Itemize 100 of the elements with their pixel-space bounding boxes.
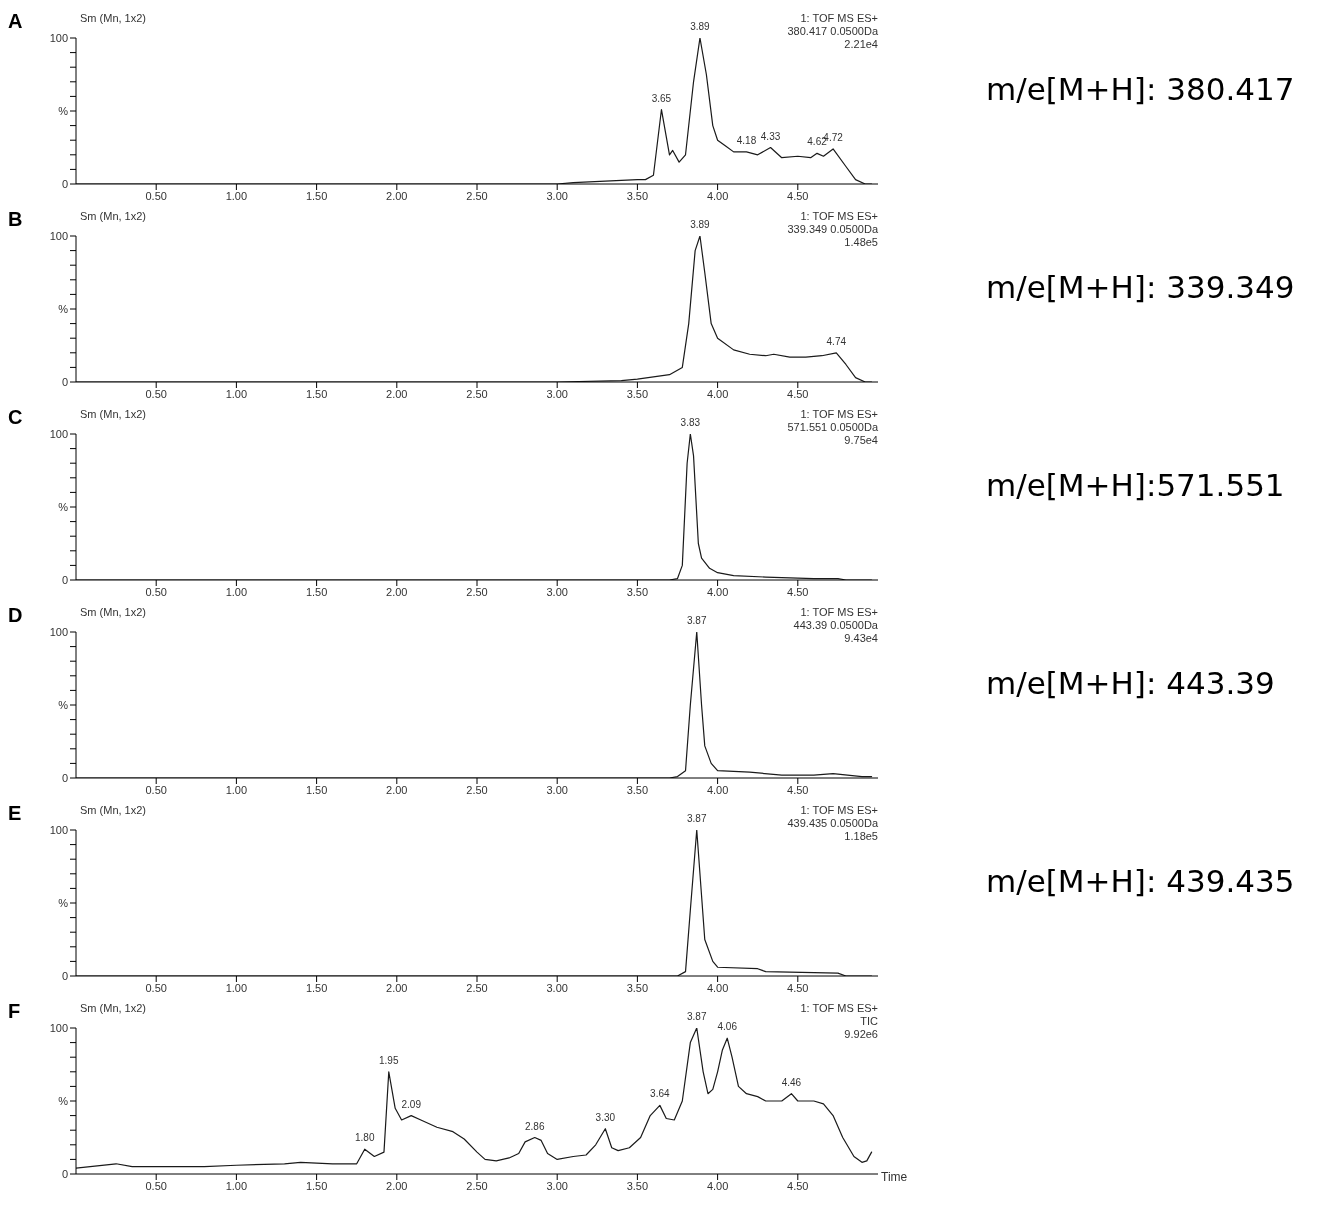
x-tick-label: 2.50 <box>466 585 488 598</box>
text: 1: TOF MS ES+ <box>799 804 878 817</box>
annotation: 2.09 <box>401 1098 422 1110</box>
x-tick-label: 0.50 <box>145 1179 167 1192</box>
text: Sm (Mn, 1x2) <box>80 606 147 618</box>
x-tick-label: 3.50 <box>626 783 649 796</box>
text: m/e[M+H]:571.551 <box>986 467 1285 503</box>
x-tick-label: 4.00 <box>706 189 729 202</box>
text: Sm (Mn, 1x2) <box>80 210 147 222</box>
x-tick-label: 3.00 <box>546 783 568 796</box>
x-tick-label: 4.50 <box>787 783 809 796</box>
chart-title: D <box>8 604 23 627</box>
x-tick-label: 3.00 <box>546 981 568 994</box>
x-tick-label: 2.50 <box>466 783 488 796</box>
text: Sm (Mn, 1x2) <box>80 12 147 24</box>
x-tick-label: 3.50 <box>626 387 649 400</box>
y-tick-label: 0 <box>61 969 68 982</box>
x-tick-label: 1.50 <box>305 1179 328 1192</box>
x-tick-label: 1.00 <box>225 783 248 796</box>
annotation: 4.46 <box>781 1076 802 1088</box>
annotation: 3.89 <box>690 219 711 230</box>
x-tick-label: 4.50 <box>787 585 809 598</box>
annotation: 3.89 <box>690 21 711 32</box>
annotation: 1.48e5 <box>843 236 878 249</box>
x-tick-label: 3.50 <box>626 1179 649 1192</box>
text: Sm (Mn, 1x2) <box>80 1002 147 1014</box>
chart-title: C <box>8 406 23 429</box>
annotation: 4.06 <box>717 1021 738 1033</box>
y-tick-label: 100 <box>49 1021 68 1034</box>
y-tick-label: % <box>58 500 69 513</box>
annotation: 3.87 <box>687 813 707 824</box>
x-tick-label: 2.00 <box>386 981 408 994</box>
x-tick-label: 4.00 <box>706 1179 729 1192</box>
text: 1: TOF MS ES+ <box>799 210 878 223</box>
annotation: 2.86 <box>525 1120 545 1132</box>
x-tick-label: 0.50 <box>145 981 167 994</box>
x-tick-label: 1.00 <box>225 1179 248 1192</box>
x-axis-title: Time <box>881 1170 908 1184</box>
x-tick-label: 0.50 <box>145 585 167 598</box>
x-tick-label: 3.00 <box>546 1179 568 1192</box>
annotation: 1.80 <box>354 1132 375 1144</box>
x-tick-label: 1.00 <box>225 387 248 400</box>
x-tick-label: 1.00 <box>225 585 248 598</box>
text: 439.435 0.0500Da <box>787 817 878 830</box>
y-tick-label: 100 <box>49 625 68 638</box>
x-tick-label: 1.50 <box>305 981 328 994</box>
x-tick-label: 4.50 <box>787 1179 809 1192</box>
x-tick-label: 4.50 <box>787 981 809 994</box>
x-tick-label: 1.00 <box>225 981 248 994</box>
y-tick-label: % <box>58 698 69 711</box>
text: 339.349 0.0500Da <box>787 223 878 236</box>
text: m/e[M+H]: 380.417 <box>986 71 1295 107</box>
annotation: 4.33 <box>760 130 781 142</box>
x-tick-label: 4.00 <box>706 387 729 400</box>
y-tick-label: % <box>58 1094 69 1107</box>
text: 443.39 0.0500Da <box>793 619 878 632</box>
x-tick-label: 2.00 <box>386 783 408 796</box>
y-tick-label: 0 <box>61 177 68 190</box>
x-tick-label: 3.00 <box>546 387 568 400</box>
text: 1: TOF MS ES+ <box>799 12 878 25</box>
x-tick-label: 0.50 <box>145 783 167 796</box>
chart-title: A <box>8 10 23 33</box>
text: TIC <box>859 1015 878 1028</box>
text: m/e[M+H]: 339.349 <box>986 269 1295 305</box>
chart-title: E <box>8 802 22 825</box>
y-tick-label: % <box>58 104 69 117</box>
y-tick-label: 100 <box>49 31 68 44</box>
x-tick-label: 4.50 <box>787 387 809 400</box>
annotation: 3.87 <box>687 615 707 626</box>
text: 1: TOF MS ES+ <box>799 408 878 421</box>
x-tick-label: 3.50 <box>626 189 649 202</box>
y-tick-label: 100 <box>49 229 68 242</box>
y-tick-label: % <box>58 896 69 909</box>
x-tick-label: 1.50 <box>305 387 328 400</box>
x-tick-label: 2.50 <box>466 1179 488 1192</box>
annotation: 3.64 <box>650 1088 671 1100</box>
text: 380.417 0.0500Da <box>787 25 878 38</box>
x-tick-label: 4.00 <box>706 783 729 796</box>
text: 1: TOF MS ES+ <box>799 606 878 619</box>
annotation: 1.18e5 <box>843 830 878 843</box>
annotation: 3.30 <box>595 1111 616 1123</box>
x-tick-label: 2.00 <box>386 189 408 202</box>
chart-title: B <box>8 208 23 231</box>
y-tick-label: 0 <box>61 1167 68 1180</box>
annotation: 4.74 <box>826 335 847 347</box>
x-tick-label: 1.50 <box>305 783 328 796</box>
x-tick-label: 3.50 <box>626 981 649 994</box>
chart-title: F <box>8 1000 21 1023</box>
x-tick-label: 1.00 <box>225 189 248 202</box>
x-tick-label: 4.00 <box>706 585 729 598</box>
text: 1: TOF MS ES+ <box>800 1002 878 1015</box>
y-tick-label: 0 <box>61 771 68 784</box>
x-tick-label: 2.00 <box>386 585 408 598</box>
text: 571.551 0.0500Da <box>787 421 878 434</box>
annotation: 4.18 <box>736 134 757 146</box>
x-tick-label: 3.00 <box>546 585 568 598</box>
x-tick-label: 2.50 <box>466 189 488 202</box>
x-tick-label: 0.50 <box>145 387 167 400</box>
x-tick-label: 0.50 <box>145 189 167 202</box>
annotation: 2.21e4 <box>843 38 878 51</box>
